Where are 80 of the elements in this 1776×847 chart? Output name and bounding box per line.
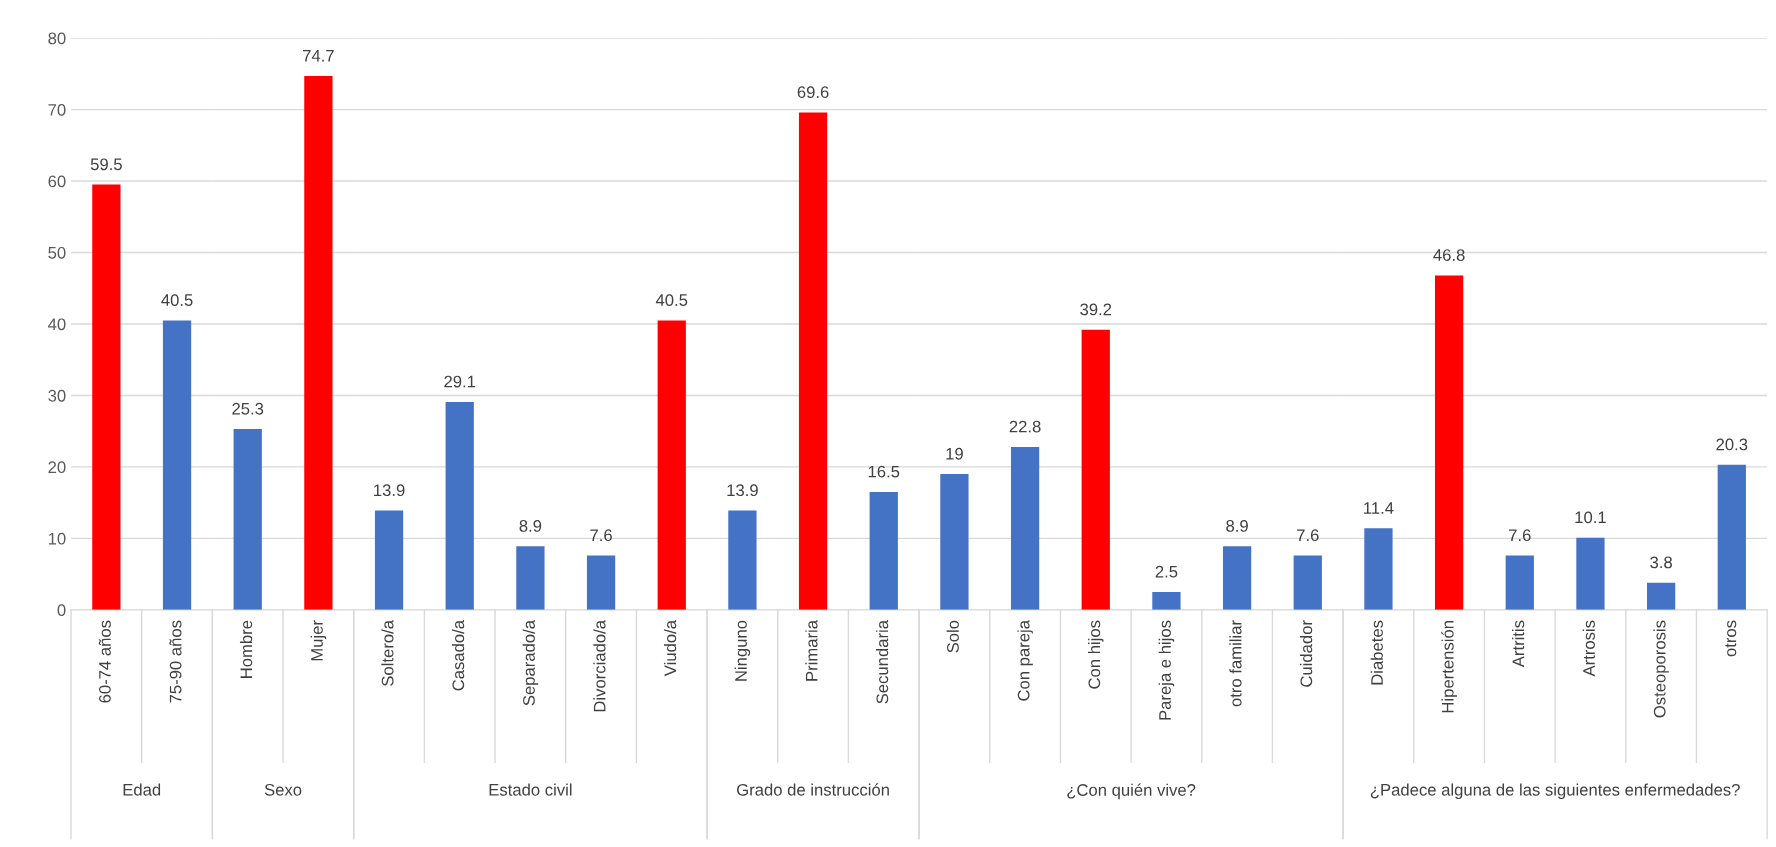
data-label: 16.5 bbox=[868, 465, 900, 478]
y-tick-label: 20 bbox=[48, 461, 66, 474]
data-label: 8.9 bbox=[519, 520, 542, 532]
x-tick-label: Con hijos bbox=[1087, 620, 1104, 689]
x-tick-label: Cuidador bbox=[1300, 620, 1313, 687]
y-tick-label: 40 bbox=[48, 318, 66, 331]
x-tick-label: Diabetes bbox=[1370, 620, 1383, 685]
x-tick-label: Mujer bbox=[310, 620, 327, 661]
bar bbox=[1293, 555, 1322, 610]
bar bbox=[1364, 528, 1393, 610]
x-tick-label: Viudo/a bbox=[663, 620, 677, 677]
x-tick-label: Artrosis bbox=[1582, 620, 1595, 677]
bar bbox=[374, 510, 404, 610]
x-tick-label: otro familiar bbox=[1229, 620, 1242, 707]
y-tick-label: 10 bbox=[48, 532, 66, 545]
x-tick-label: Solo bbox=[946, 620, 959, 653]
x-tick-label: Hipertensión bbox=[1441, 621, 1457, 713]
bar bbox=[940, 474, 969, 610]
y-tick-label: 60 bbox=[48, 175, 66, 188]
x-tick-label: 75-90 años bbox=[169, 620, 182, 703]
data-label: 7.6 bbox=[1297, 529, 1319, 542]
x-tick-label: otros bbox=[1725, 620, 1737, 657]
data-label: 2.5 bbox=[1155, 565, 1178, 578]
x-tick-label: Separado/a bbox=[522, 620, 539, 706]
data-label: 13.9 bbox=[727, 484, 758, 497]
bar bbox=[657, 320, 686, 610]
x-tick-label: Hombre bbox=[239, 620, 253, 678]
y-tick-label: 0 bbox=[57, 604, 66, 617]
data-label: 74.7 bbox=[303, 49, 334, 62]
data-label: 8.9 bbox=[1226, 520, 1248, 532]
bar bbox=[1152, 591, 1181, 610]
x-tick-label: Secundaria bbox=[875, 620, 889, 704]
bar bbox=[1010, 446, 1040, 610]
bar bbox=[1081, 329, 1110, 610]
bar bbox=[586, 555, 616, 610]
x-axis-title: Edad bbox=[123, 783, 161, 796]
y-tick-label: 50 bbox=[48, 246, 66, 259]
bar bbox=[1576, 537, 1605, 610]
data-label: 25.3 bbox=[232, 402, 264, 415]
x-tick-label: Con pareja bbox=[1017, 620, 1033, 701]
data-label: 3.8 bbox=[1650, 556, 1672, 569]
x-tick-label: Ninguno bbox=[734, 620, 751, 681]
x-tick-label: Soltero/a bbox=[381, 620, 394, 686]
x-tick-label: Pareja e hijos bbox=[1158, 620, 1175, 720]
x-axis-title: ¿Padece alguna de las siguientes enfermedades? bbox=[1370, 783, 1740, 800]
data-label: 13.9 bbox=[374, 484, 405, 497]
x-tick-label: Divorciado/a bbox=[593, 620, 606, 712]
x-tick-label: Primaria bbox=[805, 620, 818, 681]
x-axis-title: Estado civil bbox=[489, 783, 572, 796]
data-label: 69.6 bbox=[797, 86, 829, 99]
bar bbox=[1505, 555, 1534, 610]
x-tick-label: Casado/a bbox=[451, 620, 465, 691]
bar bbox=[1434, 275, 1464, 610]
data-label: 40.5 bbox=[161, 294, 193, 306]
x-tick-label: 60-74 años bbox=[98, 620, 111, 703]
y-tick-label: 30 bbox=[48, 389, 66, 402]
bar bbox=[1222, 546, 1252, 610]
x-tick-label: Artritis bbox=[1512, 620, 1525, 668]
data-label: 11.4 bbox=[1364, 502, 1394, 514]
y-tick-label: 80 bbox=[48, 32, 66, 45]
bar bbox=[1646, 582, 1676, 610]
data-label: 7.6 bbox=[1509, 529, 1531, 542]
data-label: 46.8 bbox=[1433, 249, 1465, 261]
data-label: 19 bbox=[946, 447, 963, 460]
bar bbox=[1717, 464, 1746, 610]
y-tick-label: 70 bbox=[48, 103, 66, 116]
data-label: 7.6 bbox=[590, 529, 612, 542]
data-label: 59.5 bbox=[90, 158, 122, 171]
data-label: 40.5 bbox=[655, 294, 688, 306]
data-label: 10.1 bbox=[1575, 511, 1606, 524]
bar bbox=[516, 546, 545, 610]
x-axis-title: Grado de instrucción bbox=[737, 783, 889, 796]
x-axis-title: Sexo bbox=[264, 783, 302, 796]
data-label: 29.1 bbox=[444, 375, 476, 388]
bar bbox=[445, 401, 474, 610]
data-label: 20.3 bbox=[1716, 438, 1748, 451]
x-axis-title: ¿Con quién vive? bbox=[1067, 783, 1196, 800]
x-tick-label: Osteoporosis bbox=[1653, 620, 1669, 718]
data-label: 39.2 bbox=[1080, 303, 1112, 316]
data-label: 22.8 bbox=[1009, 420, 1041, 433]
